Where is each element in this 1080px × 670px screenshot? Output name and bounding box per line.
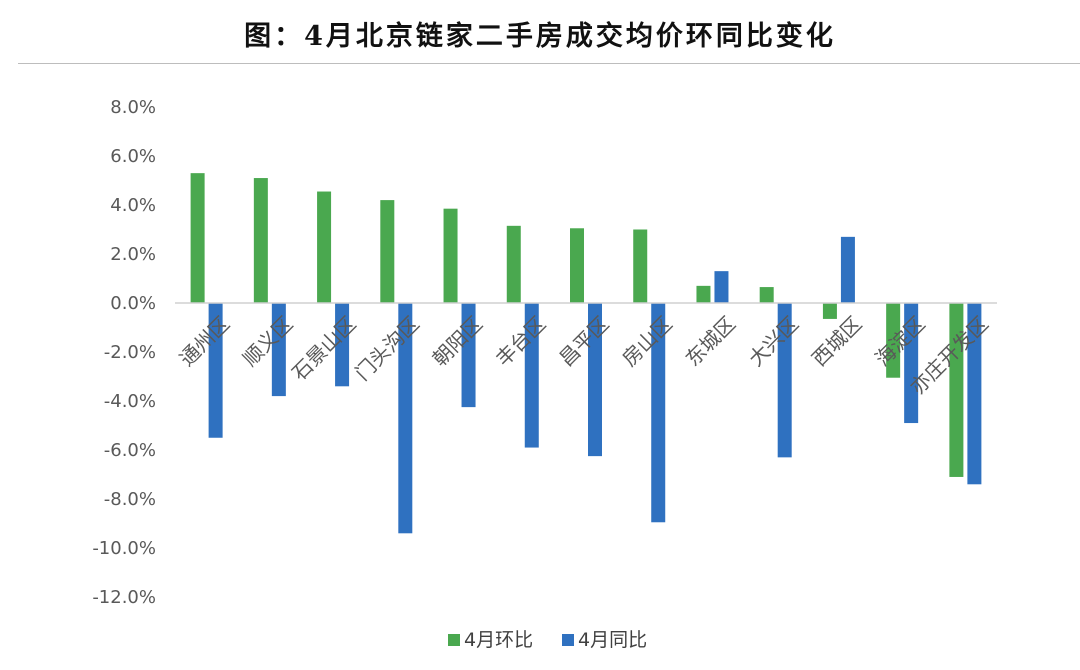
y-axis: 8.0% 6.0% 4.0% 2.0% 0.0% -2.0% -4.0% -6.0% -8.0%… <box>92 97 156 608</box>
y-tick-label: -4.0% <box>104 391 156 412</box>
category-label: 东城区 <box>681 312 740 371</box>
y-tick-label: -8.0% <box>104 489 156 510</box>
legend-swatch <box>448 634 460 646</box>
y-tick-label: -6.0% <box>104 440 156 461</box>
y-tick-label: 8.0% <box>110 97 156 118</box>
y-tick-label: -10.0% <box>92 538 156 559</box>
y-tick-label: 4.0% <box>110 195 156 216</box>
bar-mom-3 <box>380 200 395 303</box>
bar-yoy-4 <box>461 303 476 408</box>
bar-mom-11 <box>886 303 901 378</box>
bar-yoy-11 <box>904 303 919 424</box>
legend-swatch <box>562 634 574 646</box>
category-label: 顺义区 <box>238 312 297 371</box>
bar-yoy-8 <box>714 271 729 303</box>
category-label: 大兴区 <box>744 312 803 371</box>
bar-yoy-0 <box>208 303 223 438</box>
bar-yoy-5 <box>524 303 539 448</box>
y-tick-label: -12.0% <box>92 587 156 608</box>
category-label: 朝阳区 <box>428 312 487 371</box>
category-label: 西城区 <box>807 312 866 371</box>
bar-mom-2 <box>317 191 332 303</box>
bar-yoy-3 <box>398 303 413 534</box>
category-label: 房山区 <box>617 312 676 371</box>
bar-yoy-7 <box>651 303 666 523</box>
bar-mom-7 <box>633 229 648 303</box>
bar-mom-9 <box>759 287 774 303</box>
category-label: 通州区 <box>175 312 234 371</box>
category-label: 昌平区 <box>554 312 613 371</box>
bar-yoy-12 <box>967 303 982 485</box>
bar-yoy-1 <box>271 303 286 397</box>
legend-label: 4月同比 <box>578 629 647 651</box>
bar-yoy-9 <box>777 303 792 458</box>
bar-mom-10 <box>822 303 837 319</box>
bar-mom-12 <box>949 303 964 477</box>
bar-mom-6 <box>570 228 584 303</box>
y-tick-label: 6.0% <box>110 146 156 167</box>
bar-yoy-6 <box>588 303 602 457</box>
chart-title: 图：4月北京链家二手房成交均价环同比变化 <box>244 21 836 52</box>
y-tick-label: -2.0% <box>104 342 156 363</box>
bar-yoy-10 <box>840 236 855 303</box>
category-label: 门头沟区 <box>350 312 424 386</box>
bar-mom-8 <box>696 285 711 303</box>
bar-mom-5 <box>506 225 521 303</box>
bar-mom-0 <box>190 173 205 303</box>
bar-mom-1 <box>253 178 268 303</box>
y-tick-label: 2.0% <box>110 244 156 265</box>
bars <box>190 173 982 534</box>
bar-yoy-2 <box>335 303 350 387</box>
category-label: 石景山区 <box>287 312 361 386</box>
category-label: 丰台区 <box>491 312 550 371</box>
title-divider <box>18 63 1080 64</box>
legend-label: 4月环比 <box>464 629 533 651</box>
bar-mom-4 <box>443 208 458 303</box>
legend: 4月环比 4月同比 <box>448 629 647 651</box>
y-tick-label: 0.0% <box>110 293 156 314</box>
